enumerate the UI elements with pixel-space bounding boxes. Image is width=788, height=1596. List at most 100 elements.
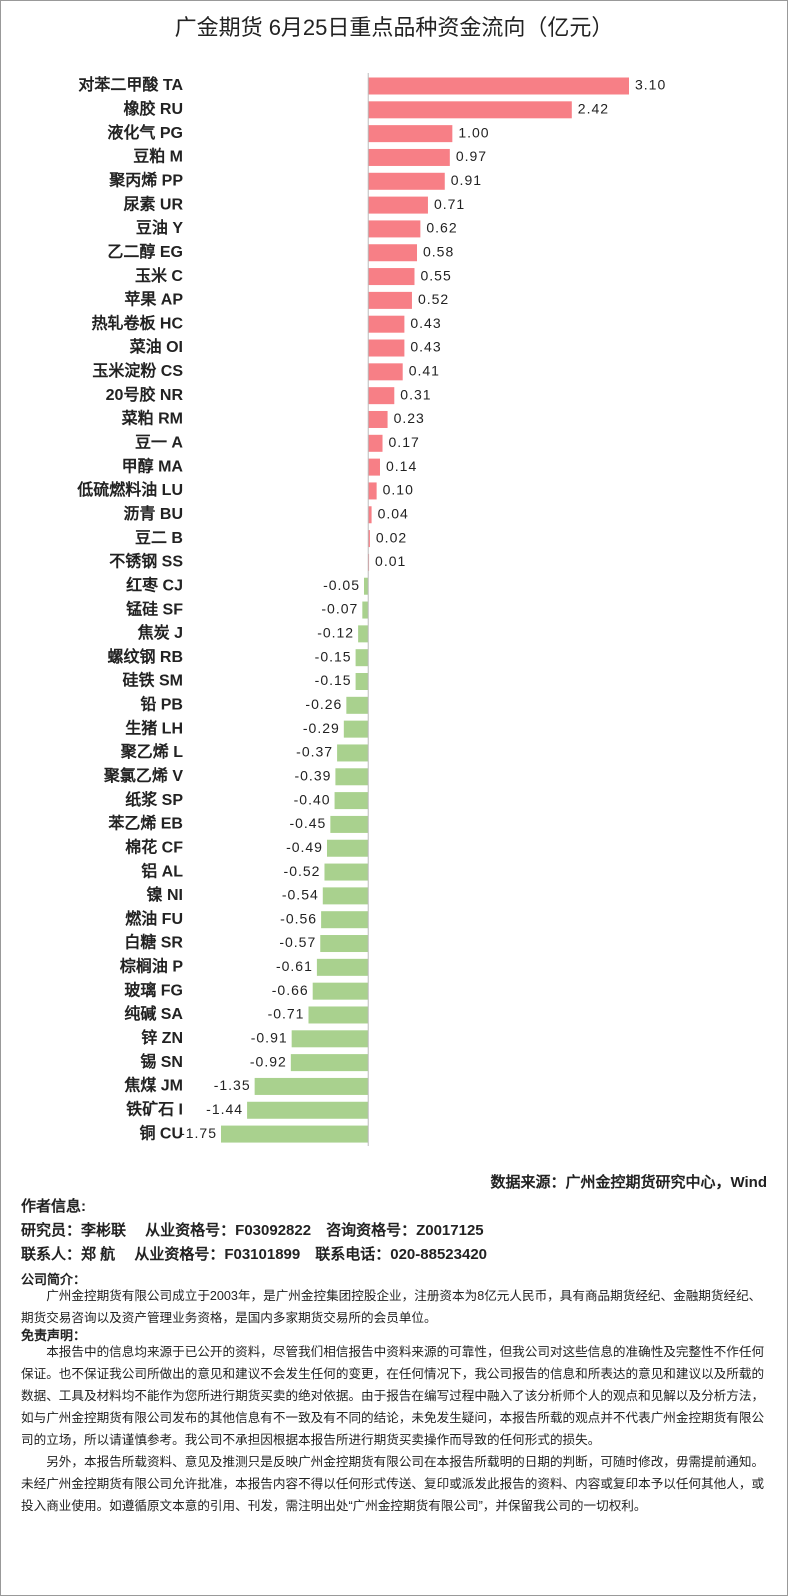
chart: 广金期货 6月25日重点品种资金流向（亿元） 对苯二甲酸 TA 3.10 橡胶 RU… <box>76 15 666 1146</box>
value-label: -0.29 <box>303 720 340 736</box>
value-label: -0.49 <box>286 839 323 855</box>
bar <box>320 935 369 953</box>
category-label: 豆油 Y <box>136 218 183 237</box>
bar <box>355 673 369 690</box>
value-label: 0.52 <box>418 291 449 307</box>
value-label: -0.07 <box>321 601 358 617</box>
value-label: 0.43 <box>410 315 441 331</box>
category-label: 镍 NI <box>147 885 183 904</box>
bar <box>254 1077 369 1095</box>
value-label: 1.00 <box>458 124 489 140</box>
value-label: -0.57 <box>279 934 316 950</box>
bar <box>368 77 629 95</box>
category-label: 硅铁 SM <box>123 671 183 690</box>
value-label: -0.66 <box>272 982 309 998</box>
bar <box>247 1101 369 1119</box>
bar <box>368 291 412 309</box>
value-label: 3.10 <box>635 77 666 93</box>
bar <box>316 958 369 976</box>
category-label: 不锈钢 SS <box>109 552 183 571</box>
bar <box>321 911 369 929</box>
value-label: -0.15 <box>315 672 352 688</box>
value-label: -0.15 <box>315 648 352 664</box>
value-label: -0.12 <box>317 625 354 641</box>
value-label: 0.04 <box>378 505 409 521</box>
value-label: -0.26 <box>305 696 342 712</box>
value-label: -0.56 <box>280 910 317 926</box>
bar <box>291 1030 369 1048</box>
chart-title: 广金期货 6月25日重点品种资金流向（亿元） <box>175 15 614 40</box>
category-label: 苹果 AP <box>124 290 183 309</box>
disclaimer-text: 本报告中的信息均来源于已公开的资料，尽管我们相信报告中资料来源的可靠性，但我公司… <box>21 1345 765 1447</box>
value-label: 0.62 <box>426 220 457 236</box>
bar <box>343 720 369 738</box>
category-label: 液化气 PG <box>107 123 183 142</box>
category-label: 铝 AL <box>141 861 183 880</box>
author-heading: 作者信息: <box>21 1198 86 1215</box>
bar <box>368 101 572 119</box>
bar <box>368 506 372 524</box>
bar <box>368 363 403 381</box>
value-label: -0.37 <box>296 744 333 760</box>
category-label: 螺纹钢 RB <box>107 647 183 666</box>
category-label: 尿素 UR <box>123 194 183 213</box>
value-label: -0.71 <box>268 1006 305 1022</box>
category-label: 豆二 B <box>135 529 183 547</box>
bar <box>368 410 388 428</box>
bar <box>362 601 369 619</box>
bar <box>221 1125 369 1143</box>
source: 数据来源：广州金控期货研究中心，Wind <box>490 1174 767 1191</box>
category-label: 低硫燃料油 LU <box>76 480 183 499</box>
author-line: 联系人：郑 航 从业资格号：F03101899 联系电话：020-8852342… <box>21 1246 487 1263</box>
disclaimer-text: 另外，本报告所载资料、意见及推测只是反映广州金控期货有限公司在本报告所载明的日期… <box>21 1455 765 1513</box>
value-label: 0.41 <box>409 363 440 379</box>
value-label: 0.23 <box>394 410 425 426</box>
value-label: -0.52 <box>284 863 321 879</box>
category-label: 玉米 C <box>135 266 183 285</box>
category-label: 甲醇 MA <box>122 456 184 475</box>
bar <box>368 458 380 476</box>
category-label: 橡胶 RU <box>123 99 183 118</box>
category-label: 玉米淀粉 CS <box>92 361 183 380</box>
value-label: 0.58 <box>423 243 454 259</box>
category-label: 生猪 LH <box>125 718 183 737</box>
category-label: 热轧卷板 HC <box>91 313 183 332</box>
value-label: -0.92 <box>250 1053 287 1069</box>
bar <box>368 196 428 214</box>
category-label: 锌 ZN <box>141 1028 183 1047</box>
category-label: 菜粕 RM <box>121 409 183 428</box>
bar <box>368 315 405 333</box>
bar <box>358 625 369 643</box>
bar <box>346 696 369 714</box>
category-label: 棉花 CF <box>125 837 183 856</box>
bar <box>368 268 415 286</box>
bar <box>334 792 369 810</box>
bar <box>290 1054 369 1072</box>
bar <box>368 244 418 262</box>
category-label: 20号胶 NR <box>106 385 184 404</box>
value-label: -0.91 <box>251 1030 288 1046</box>
bar <box>324 863 369 881</box>
bar <box>322 887 369 905</box>
category-label: 锡 SN <box>140 1052 183 1071</box>
category-label: 对苯二甲酸 TA <box>78 75 183 94</box>
category-label: 纯碱 SA <box>124 1004 183 1023</box>
category-label: 焦炭 J <box>137 623 183 642</box>
category-label: 苯乙烯 EB <box>107 814 183 833</box>
author-line: 研究员：李彬联 从业资格号：F03092822 咨询资格号：Z0017125 <box>21 1222 484 1239</box>
value-label: -0.40 <box>294 791 331 807</box>
category-label: 焦煤 JM <box>123 1076 183 1095</box>
category-label: 玻璃 FG <box>124 980 183 999</box>
bar <box>355 649 369 667</box>
value-label: 2.42 <box>578 101 609 117</box>
value-label: -0.39 <box>294 767 331 783</box>
value-label: 0.71 <box>434 196 465 212</box>
company-text: 广州金控期货有限公司成立于2003年，是广州金控集团控股企业，注册资本为8亿元人… <box>21 1289 762 1325</box>
bar <box>337 744 369 762</box>
category-label: 白糖 SR <box>124 933 183 952</box>
value-label: -1.75 <box>180 1125 217 1141</box>
category-label: 棕榈油 P <box>120 957 183 976</box>
value-label: -0.61 <box>276 958 313 974</box>
category-label: 铜 CU <box>139 1123 183 1142</box>
